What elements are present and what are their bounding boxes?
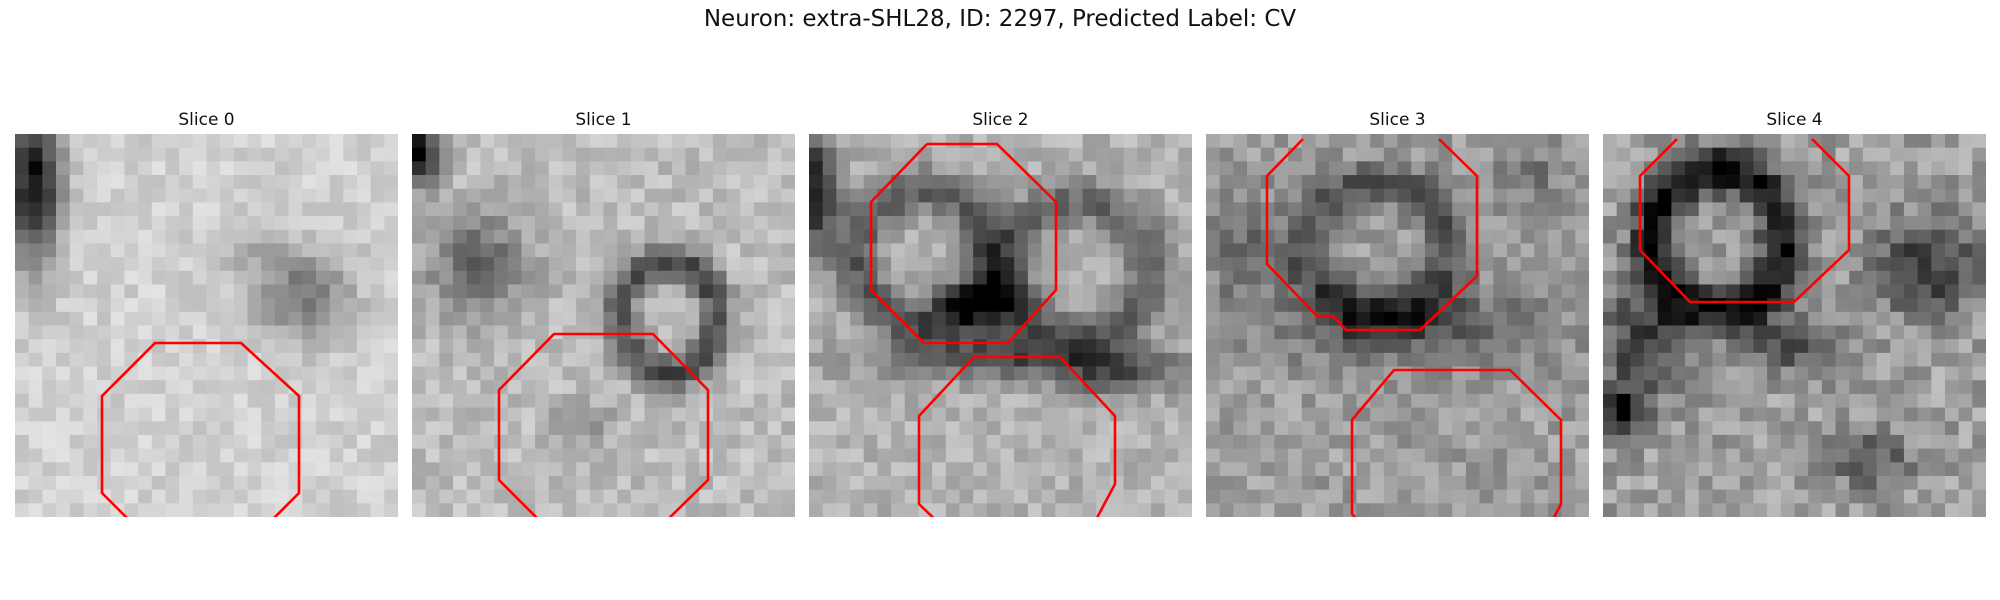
slice-title: Slice 4: [1766, 110, 1823, 130]
slice-image: [412, 134, 795, 517]
slice-title: Slice 2: [972, 110, 1029, 130]
cell-contour-outline: [100, 341, 301, 517]
slice-image: [15, 134, 398, 517]
cell-contour-outline: [869, 142, 1058, 345]
cell-contour-outline: [1638, 138, 1851, 304]
cell-contour-outline: [497, 332, 710, 517]
cell-contour-outline: [917, 355, 1117, 517]
slice-title: Slice 1: [575, 110, 632, 130]
figure-title: Neuron: extra-SHL28, ID: 2297, Predicted…: [703, 6, 1297, 32]
slice-image: [809, 134, 1192, 517]
slice-title: Slice 0: [178, 110, 235, 130]
slice-image: [1206, 134, 1589, 517]
cell-contour-outline: [1265, 138, 1479, 332]
slice-image: [1603, 134, 1986, 517]
cell-contour-outline: [1350, 368, 1563, 517]
slice-title: Slice 3: [1369, 110, 1426, 130]
